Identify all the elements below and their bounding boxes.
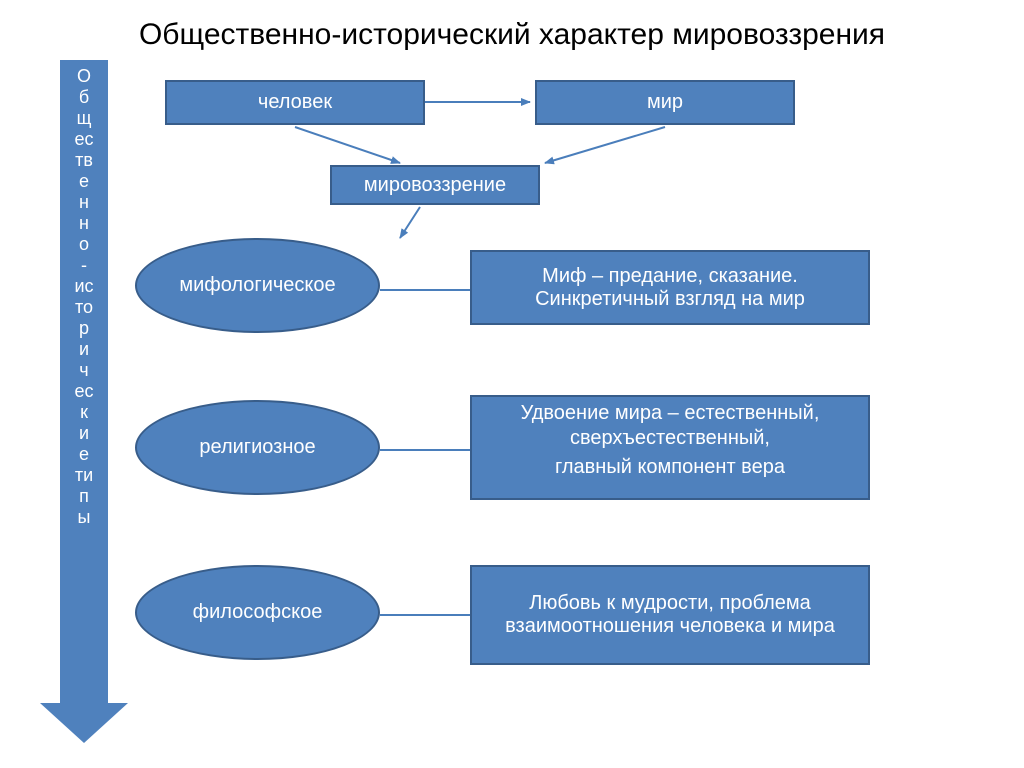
arrow-human-to-worldview — [295, 127, 400, 163]
box-religious-desc: Удвоение мира – естественный, сверхъесте… — [470, 395, 870, 500]
page-title: Общественно-исторический характер мирово… — [0, 18, 1024, 52]
box-worldview: мировоззрение — [330, 165, 540, 205]
box-world: мир — [535, 80, 795, 125]
sidebar-label: О б щ ес тв е н н о - ис то р и ч ес к и… — [74, 66, 93, 528]
arrow-world-to-worldview — [545, 127, 665, 163]
box-myth-desc: Миф – предание, сказание. Синкретичный в… — [470, 250, 870, 325]
religious-desc-visible: Удвоение мира – естественный, сверхъесте… — [480, 401, 860, 451]
arrow-worldview-to-myth — [400, 207, 420, 238]
ellipse-mythological: мифологическое — [135, 238, 380, 333]
sidebar-arrow-body: О б щ ес тв е н н о - ис то р и ч ес к и… — [60, 60, 108, 705]
box-human: человек — [165, 80, 425, 125]
ellipse-philosophical: философское — [135, 565, 380, 660]
religious-desc-cut: главный компонент вера — [555, 455, 785, 480]
ellipse-religious: религиозное — [135, 400, 380, 495]
box-phil-desc: Любовь к мудрости, проблема взаимоотноше… — [470, 565, 870, 665]
sidebar-arrow-tip — [40, 703, 128, 743]
